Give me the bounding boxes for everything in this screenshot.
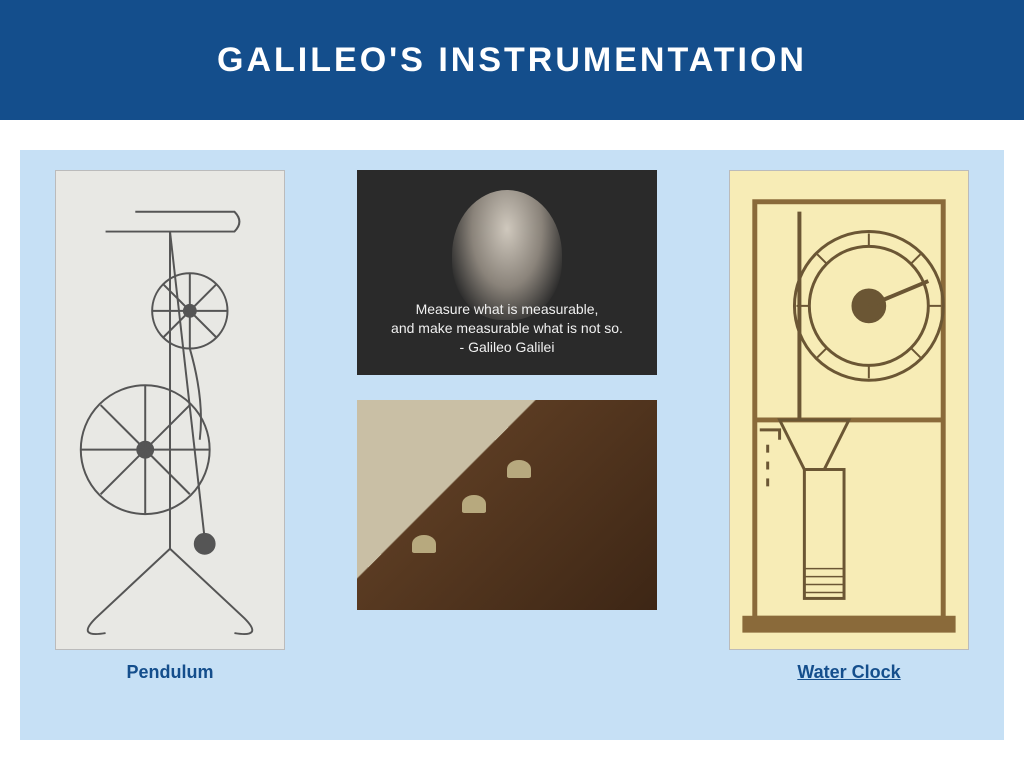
quote-line-1: Measure what is measurable, [367, 300, 647, 319]
slide-content: Pendulum Measure what is measurable, and… [20, 150, 1004, 740]
ramp-bell-icon [507, 460, 531, 478]
inclined-plane-photo [357, 400, 657, 610]
middle-column: Measure what is measurable, and make mea… [347, 170, 667, 610]
pendulum-sketch [55, 170, 285, 650]
pendulum-caption: Pendulum [126, 662, 213, 683]
quote-line-2: and make measurable what is not so. [367, 319, 647, 338]
water-clock-sketch [729, 170, 969, 650]
ramp-bell-icon [462, 495, 486, 513]
galileo-portrait: Measure what is measurable, and make mea… [357, 170, 657, 375]
slide-header: GALILEO'S INSTRUMENTATION [0, 0, 1024, 120]
slide-title: GALILEO'S INSTRUMENTATION [217, 41, 807, 80]
right-column: Water Clock [724, 170, 974, 683]
quote-line-3: - Galileo Galilei [367, 338, 647, 357]
ramp-bell-icon [412, 535, 436, 553]
water-clock-link[interactable]: Water Clock [797, 662, 900, 683]
left-column: Pendulum [50, 170, 290, 683]
galileo-quote: Measure what is measurable, and make mea… [357, 300, 657, 357]
